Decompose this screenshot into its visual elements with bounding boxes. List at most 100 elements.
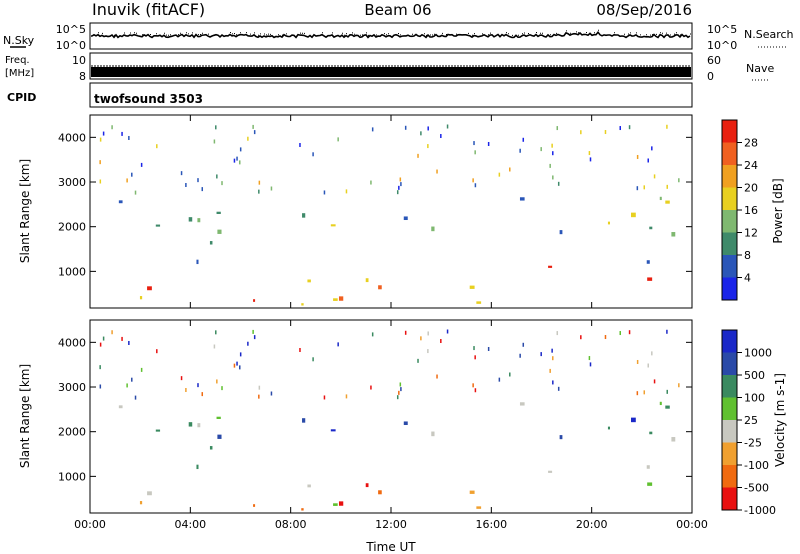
- colorbar-tick-label: -1000: [744, 504, 776, 517]
- noise-ytick-top-left: 10^5: [56, 23, 86, 36]
- power-cell: [588, 151, 591, 156]
- power-cell: [253, 130, 256, 135]
- power-cell: [548, 265, 553, 268]
- power-cell: [239, 147, 242, 152]
- velocity-cell: [509, 372, 511, 377]
- velocity-cell: [636, 391, 639, 396]
- velocity-cell: [446, 329, 449, 334]
- velocity-cell: [209, 446, 213, 450]
- power-cell: [197, 178, 199, 183]
- velocity-cell: [253, 335, 256, 340]
- velocity-cell: [647, 363, 649, 368]
- colorbar-swatch: [722, 487, 737, 510]
- velocity-cell: [403, 421, 408, 426]
- colorbar-swatch: [722, 397, 737, 420]
- power-cell: [559, 230, 563, 235]
- power-cell: [338, 296, 344, 301]
- velocity-cell: [540, 352, 542, 357]
- power-cell: [649, 226, 653, 230]
- power-cell: [666, 184, 668, 189]
- cpid-panel: CPID twofsound 3503: [7, 82, 693, 108]
- power-cell: [258, 180, 261, 185]
- frequency-trace: [91, 65, 690, 68]
- power-cell: [498, 172, 501, 177]
- velocity-cell: [400, 387, 402, 392]
- velocity-cell: [252, 329, 254, 334]
- power-cell: [647, 158, 649, 163]
- power-cell: [217, 229, 222, 234]
- power-cell: [519, 148, 521, 153]
- freq-ytick-bottom-right: 0: [707, 70, 714, 83]
- power-cell: [396, 190, 399, 195]
- power-cell: [398, 185, 400, 190]
- velocity-cell: [128, 340, 130, 345]
- velocity-cell: [111, 330, 113, 335]
- power-cell: [607, 221, 610, 225]
- colorbar-swatch: [722, 442, 737, 465]
- colorbar-tick-label: 1000: [744, 347, 772, 360]
- velocity-cell: [118, 405, 123, 409]
- power-colorbar-scale: 4 8 12 16 20 24 28: [722, 120, 758, 300]
- colorbar-tick-label: 500: [744, 369, 765, 382]
- velocity-cell: [472, 383, 474, 388]
- time-axis-label: Time UT: [365, 540, 416, 554]
- power-cell: [299, 143, 301, 148]
- velocity-cell: [653, 379, 656, 384]
- velocity-cell: [215, 330, 217, 335]
- velocity-cell: [236, 361, 238, 366]
- freq-ytick-top-left: 10: [72, 54, 86, 67]
- power-cell: [312, 152, 314, 157]
- power-cell: [473, 141, 475, 146]
- power-cell: [134, 190, 137, 195]
- colorbar-tick-label: 28: [744, 137, 758, 150]
- velocity-cell: [398, 390, 400, 395]
- velocity-cell: [253, 504, 256, 507]
- velocity-cell: [440, 339, 442, 344]
- power-cell: [188, 217, 193, 222]
- velocity-cell: [487, 346, 490, 351]
- velocity-cell: [557, 386, 560, 391]
- colorbar-swatch: [722, 375, 737, 398]
- power-cell: [371, 127, 374, 132]
- power-cell: [646, 260, 650, 264]
- power-cell: [474, 150, 476, 155]
- power-cell: [643, 185, 646, 190]
- velocity-cell: [519, 353, 521, 358]
- velocity-cell: [396, 395, 399, 400]
- power-cell: [557, 181, 560, 186]
- power-cell: [252, 124, 254, 129]
- cpid-label: CPID: [7, 91, 36, 104]
- velocity-cell: [258, 385, 261, 390]
- power-cell: [180, 171, 183, 176]
- freq-unit-label: [MHz]: [5, 68, 34, 79]
- colorbar-tick-label: 24: [744, 159, 758, 172]
- power-cell: [99, 179, 102, 184]
- power-cell: [233, 158, 236, 163]
- velocity-cell: [552, 356, 554, 361]
- xtick-label: 00:00: [676, 518, 708, 531]
- power-cell: [472, 178, 474, 183]
- velocity-cell: [185, 388, 187, 393]
- velocity-cell: [420, 336, 422, 341]
- velocity-cell: [519, 402, 525, 406]
- power-cell: [333, 298, 338, 301]
- velocity-cell: [217, 434, 222, 439]
- nsearch-label: N.Search: [744, 28, 794, 41]
- power-cell: [552, 175, 554, 180]
- velocity-ylabel: Slant Range [km]: [18, 364, 32, 468]
- power-cell: [659, 196, 662, 201]
- power-cell: [678, 178, 680, 183]
- noise-sky-trace: [91, 31, 691, 39]
- power-cell: [131, 172, 133, 177]
- power-cell: [139, 296, 143, 300]
- velocity-colorbar: 1000 500 100 25 -25 -100 -500 -1000 Velocity [m…: [721, 329, 787, 517]
- velocity-cell: [427, 349, 429, 354]
- velocity-cell: [338, 501, 344, 506]
- velocity-cell: [188, 422, 193, 427]
- power-cell: [307, 279, 311, 283]
- power-cell: [420, 131, 422, 136]
- velocity-xaxis: 00:00 04:00 08:00 12:00 16:00 20:00 00:00: [74, 320, 708, 531]
- velocity-cell: [216, 416, 221, 420]
- velocity-cell: [121, 336, 123, 341]
- velocity-cell: [580, 335, 582, 340]
